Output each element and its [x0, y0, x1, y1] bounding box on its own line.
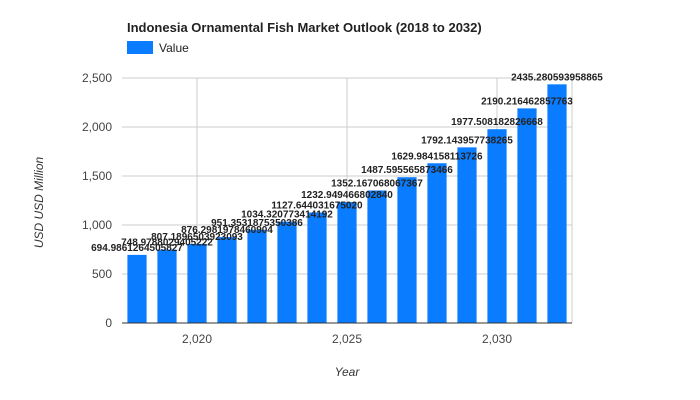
y-tick-label: 2,000: [82, 120, 112, 134]
bar: [277, 221, 297, 323]
x-axis-ticks: 2,020 2,025 2,030: [182, 332, 512, 346]
data-label: 807.1896503923093: [151, 232, 243, 243]
data-labels: 694.9861264505827748.9788029405222807.18…: [91, 72, 603, 254]
y-tick-label: 500: [92, 267, 112, 281]
data-label: 2435.280593958865: [511, 72, 603, 83]
bar: [337, 202, 357, 323]
x-axis-title: Year: [335, 365, 361, 379]
x-tick-label: 2,020: [182, 332, 212, 346]
bar: [367, 190, 387, 323]
bar: [487, 129, 507, 323]
bar: [127, 254, 147, 323]
data-label: 1792.143957738265: [421, 135, 513, 146]
bar: [547, 84, 567, 323]
legend-swatch: [127, 41, 153, 54]
data-label: 876.2981978460904: [181, 225, 273, 236]
y-axis-ticks: 0 500 1,000 1,500 2,000 2,500: [82, 71, 112, 330]
y-tick-label: 2,500: [82, 71, 112, 85]
bar: [247, 229, 267, 323]
y-tick-label: 1,000: [82, 218, 112, 232]
x-tick-label: 2,030: [482, 332, 512, 346]
y-axis-title: USD USD Million: [32, 157, 46, 249]
bar: [307, 212, 327, 323]
chart-title: Indonesia Ornamental Fish Market Outlook…: [127, 20, 482, 35]
bar: [457, 147, 477, 323]
y-tick-label: 0: [105, 316, 112, 330]
bar: [397, 177, 417, 323]
data-label: 1629.984158113726: [391, 151, 483, 162]
data-label: 1977.508182826668: [451, 117, 543, 128]
data-label: 1127.644031675020: [271, 200, 363, 211]
bar: [187, 243, 207, 323]
bar: [217, 237, 237, 323]
bar: [517, 108, 537, 323]
data-label: 1232.949466802840: [301, 190, 393, 201]
x-tick-label: 2,025: [332, 332, 362, 346]
data-label: 1352.167068067367: [331, 178, 423, 189]
data-label: 748.9788029405222: [121, 238, 213, 249]
data-label: 1487.595565873466: [361, 165, 453, 176]
bar: [427, 163, 447, 323]
data-label: 2190.216462857763: [481, 96, 573, 107]
bars: [127, 84, 567, 323]
data-label: 951.3531875350386: [211, 218, 303, 229]
legend-entry-value: Value: [159, 41, 189, 55]
data-label: 694.9861264505827: [91, 243, 183, 254]
data-label: 1034.320773414192: [241, 210, 333, 221]
bar: [157, 249, 177, 323]
y-tick-label: 1,500: [82, 169, 112, 183]
